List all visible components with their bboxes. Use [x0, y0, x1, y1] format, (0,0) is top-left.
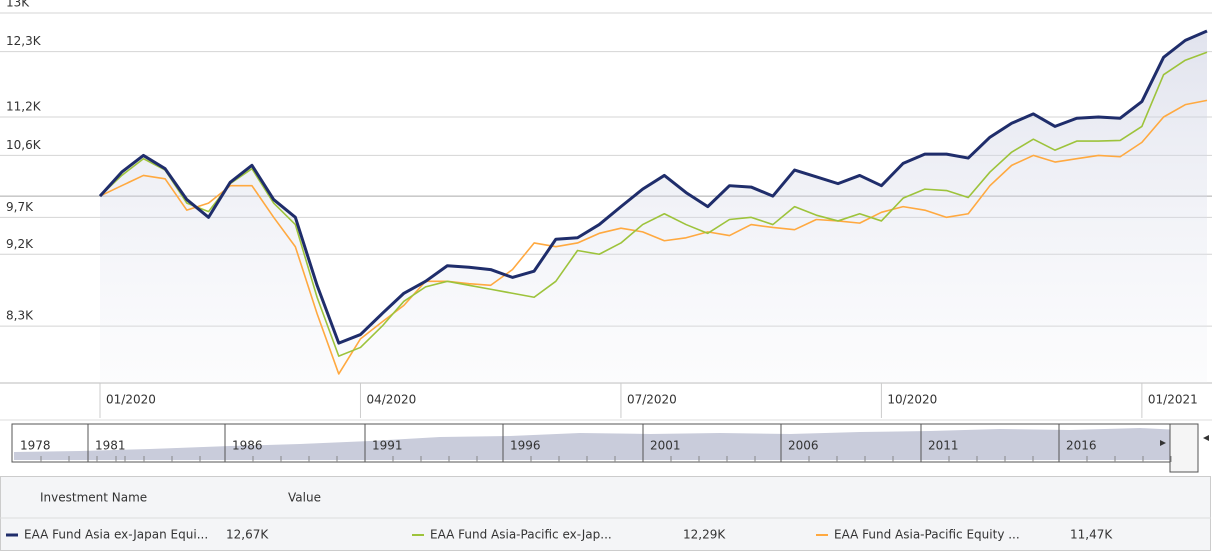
navigator-label: 2001: [650, 439, 681, 453]
y-tick-label: 12,3K: [6, 34, 42, 48]
legend: EAA Fund Asia ex-Japan Equi... 12,67K EAA …: [6, 528, 1113, 542]
x-tick-label: 01/2020: [106, 393, 156, 407]
legend-value: 11,47K: [1070, 528, 1113, 542]
legend-name: EAA Fund Asia-Pacific Equity ...: [834, 528, 1020, 542]
legend-header: Investment Name: [40, 491, 147, 505]
navigator-label: 1996: [510, 439, 541, 453]
x-tick-label: 10/2020: [887, 393, 937, 407]
x-tick-label: 07/2020: [627, 393, 677, 407]
legend-box: [0, 476, 1211, 551]
navigator-label: 1991: [372, 439, 403, 453]
y-tick-label: 10,6K: [6, 138, 42, 152]
plot-area: 13K 12,3K 11,2K 10,6K 9,7K 9,2K 8,3K 01/2020 04/…: [0, 0, 1212, 421]
legend-name: EAA Fund Asia ex-Japan Equi...: [24, 528, 208, 542]
navigator-label: 2016: [1066, 439, 1097, 453]
legend-header: Value: [288, 491, 321, 505]
navigator-area: [14, 428, 1180, 460]
y-tick-label: 9,2K: [6, 237, 34, 251]
series-line: [98, 29, 1208, 345]
legend-value: 12,29K: [683, 528, 726, 542]
navigator-handle[interactable]: [1169, 423, 1199, 473]
y-tick-label: 11,2K: [6, 99, 42, 113]
series-line: [99, 51, 1208, 357]
x-tick-label: 04/2020: [366, 393, 416, 407]
navigator-label: 2011: [928, 439, 959, 453]
navigator-label: 1978: [20, 439, 51, 453]
legend-value: 12,67K: [226, 528, 269, 542]
series-line: [99, 99, 1208, 375]
navigator-label: 1986: [232, 439, 263, 453]
scroll-arrow[interactable]: [1203, 435, 1209, 441]
y-tick-label: 9,7K: [6, 200, 34, 214]
navigator-label: 1981: [95, 439, 126, 453]
y-tick-label: 8,3K: [6, 309, 34, 323]
legend-name: EAA Fund Asia-Pacific ex-Jap...: [430, 528, 612, 542]
area: [100, 30, 1207, 384]
navigator-label: 2006: [788, 439, 819, 453]
x-tick-label: 01/2021: [1148, 393, 1198, 407]
navigator-labels: 1978 1981 1986 1991 1996 2001 2006 2011 2016: [20, 424, 1172, 462]
scroll-arrow[interactable]: [1160, 440, 1166, 446]
y-tick-label: 13K: [6, 0, 30, 10]
navigator: [11, 423, 1209, 473]
